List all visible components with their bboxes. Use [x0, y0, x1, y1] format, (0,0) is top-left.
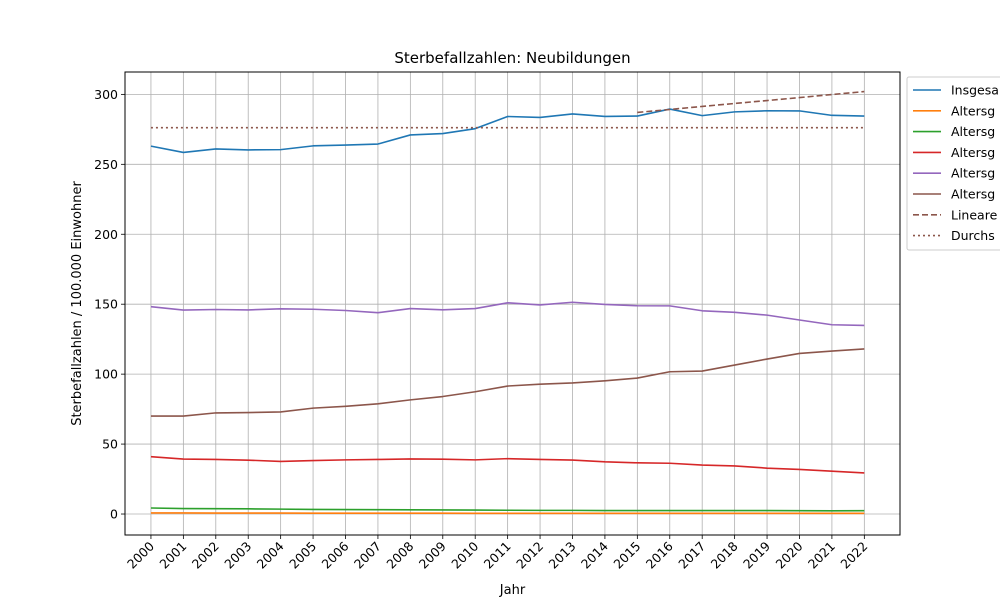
x-axis-label: Jahr	[499, 583, 526, 598]
y-tick-label: 150	[94, 297, 118, 312]
legend-label-6: Lineare	[951, 207, 998, 222]
y-tick-label: 50	[102, 437, 118, 452]
legend-label-5: Altersg	[951, 187, 995, 202]
series-line-2	[150, 507, 865, 512]
series-layer	[150, 90, 865, 515]
y-tick-label: 200	[94, 227, 118, 242]
series-line-5	[150, 348, 865, 417]
series-line-0	[150, 108, 865, 154]
legend-label-1: Altersg	[951, 103, 995, 118]
series-line-3	[150, 455, 865, 474]
series-line-6	[637, 90, 865, 114]
legend-label-7: Durchs	[951, 228, 995, 243]
legend-label-3: Altersg	[951, 145, 995, 160]
y-tick-label: 250	[94, 157, 118, 172]
legend-label-4: Altersg	[951, 166, 995, 181]
plot-frame	[124, 71, 901, 536]
series-line-4	[150, 301, 865, 327]
legend: Insgesa Altersg Altersg Altersg Altersg Alter…	[906, 76, 1000, 251]
legend-label-2: Altersg	[951, 124, 995, 139]
y-axis-label: Sterbefallzahlen / 100.000 Einwohner	[70, 181, 85, 426]
y-tick-label: 0	[110, 507, 118, 522]
y-tick-label: 100	[94, 367, 118, 382]
y-tick-label: 300	[94, 87, 118, 102]
legend-label-0: Insgesa	[951, 83, 999, 98]
chart-title: Sterbefallzahlen: Neubildungen	[394, 49, 630, 67]
legend-frame	[906, 76, 1000, 251]
